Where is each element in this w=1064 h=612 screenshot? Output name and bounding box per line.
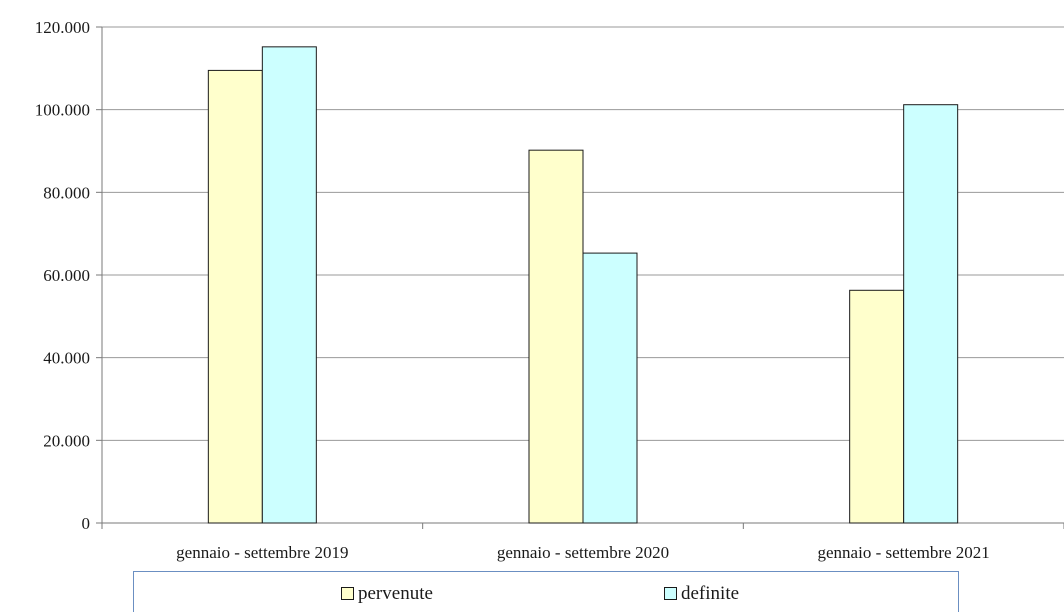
x-tick-label: gennaio - settembre 2020: [497, 543, 669, 562]
bar-definite: [582, 252, 638, 524]
bar-pervenute: [528, 149, 584, 524]
legend-label-pervenute: pervenute: [358, 583, 433, 604]
legend: pervenute definite: [133, 571, 959, 612]
y-tick-label: 100.000: [35, 101, 90, 120]
tick-labels: 0 20.000 40.000 60.000 80.000 100.000 120.000 g…: [35, 18, 990, 562]
y-tick-label: 80.000: [43, 183, 90, 202]
bar-definite: [261, 46, 317, 524]
legend-item-pervenute: pervenute: [341, 584, 433, 603]
y-tick-label: 60.000: [43, 266, 90, 285]
legend-swatch-definite: [664, 587, 677, 600]
bar-pervenute: [849, 289, 905, 524]
y-tick-label: 20.000: [43, 431, 90, 450]
y-tick-label: 0: [82, 514, 91, 533]
legend-swatch-pervenute: [341, 587, 354, 600]
x-tick-label: gennaio - settembre 2021: [818, 543, 990, 562]
bar-definite: [903, 104, 959, 524]
bar-pervenute: [207, 69, 263, 524]
x-tick-label: gennaio - settembre 2019: [176, 543, 348, 562]
legend-item-definite: definite: [664, 584, 739, 603]
y-tick-label: 120.000: [35, 18, 90, 37]
bars: [207, 46, 959, 524]
y-tick-label: 40.000: [43, 349, 90, 368]
bar-chart: 0 20.000 40.000 60.000 80.000 100.000 120.000 g…: [35, 18, 1064, 562]
legend-label-definite: definite: [681, 583, 740, 604]
